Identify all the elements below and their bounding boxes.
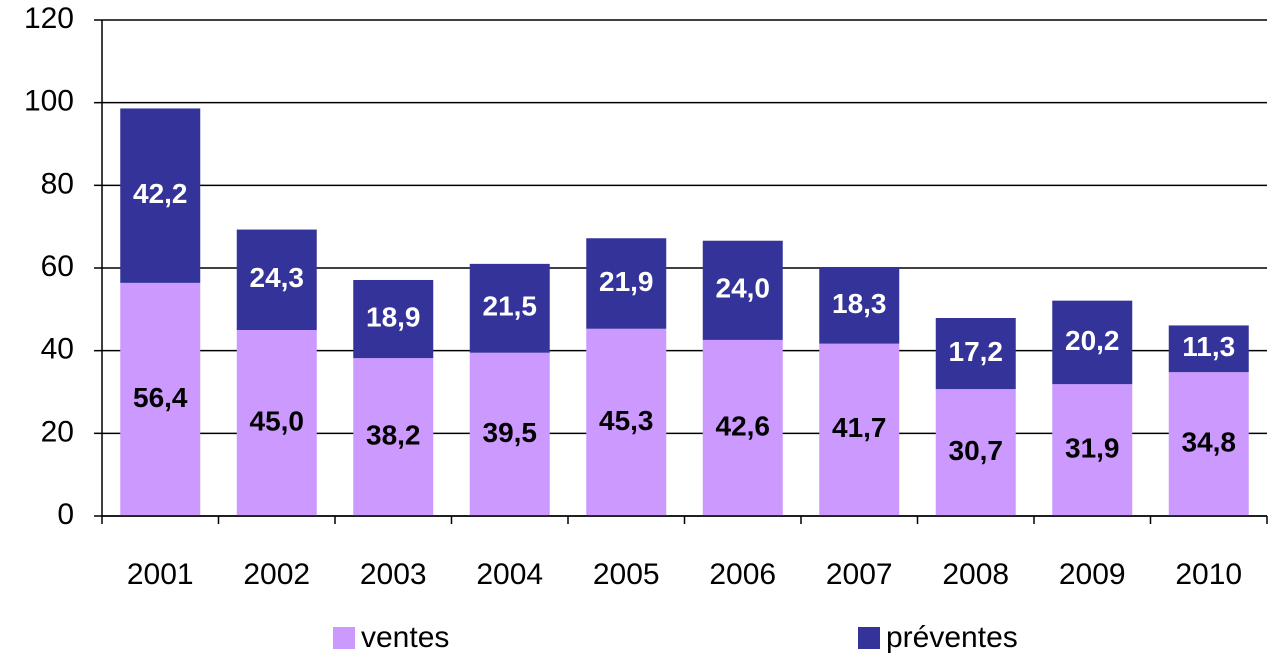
value-label: 45,0 <box>250 405 305 436</box>
y-tick-label: 20 <box>41 415 74 448</box>
y-tick-label: 120 <box>24 2 74 35</box>
value-label: 39,5 <box>483 417 538 448</box>
value-label: 11,3 <box>1182 331 1235 362</box>
value-label: 20,2 <box>1065 325 1120 356</box>
x-tick-label: 2001 <box>127 558 194 591</box>
value-label: 21,5 <box>483 291 538 322</box>
value-label: 17,2 <box>949 336 1004 367</box>
bar-segment <box>353 358 434 516</box>
bar-segment <box>819 343 900 516</box>
value-label: 31,9 <box>1065 432 1120 463</box>
y-tick-label: 80 <box>41 167 74 200</box>
bar-segment <box>1052 384 1133 516</box>
value-label: 21,9 <box>599 266 654 297</box>
bar-segment <box>236 229 317 330</box>
bar-segment <box>1052 300 1133 385</box>
bar-segment <box>1168 325 1249 373</box>
value-label: 38,2 <box>366 419 421 450</box>
y-tick-label: 40 <box>41 333 74 366</box>
y-tick-label: 100 <box>24 85 74 118</box>
x-tick-label: 2009 <box>1059 558 1126 591</box>
x-tick-label: 2005 <box>593 558 660 591</box>
y-tick-label: 60 <box>41 250 74 283</box>
bar-segment <box>353 279 434 359</box>
bar-segment <box>819 268 900 344</box>
bar-segment <box>469 352 550 516</box>
y-tick-label: 0 <box>57 498 74 531</box>
x-tick-label: 2006 <box>709 558 776 591</box>
value-label: 24,0 <box>716 273 771 304</box>
bar-segment <box>702 339 783 516</box>
bar-segment <box>1168 372 1249 516</box>
value-label: 18,9 <box>366 301 421 332</box>
value-label: 24,3 <box>250 262 305 293</box>
value-label: 30,7 <box>949 435 1004 466</box>
value-label: 41,7 <box>832 412 887 443</box>
legend-label: ventes <box>361 621 449 654</box>
legend-swatch <box>858 627 880 649</box>
bar-segment <box>120 108 201 283</box>
value-label: 42,6 <box>716 410 771 441</box>
bar-segment <box>935 389 1016 516</box>
x-tick-label: 2002 <box>243 558 310 591</box>
legend-swatch <box>333 627 355 649</box>
value-label: 34,8 <box>1182 426 1237 457</box>
value-label: 56,4 <box>133 382 188 413</box>
bar-segment <box>702 240 783 340</box>
bar-segment <box>935 318 1016 390</box>
value-label: 45,3 <box>599 405 654 436</box>
bar-segment <box>586 238 667 329</box>
x-tick-label: 2007 <box>826 558 893 591</box>
value-label: 42,2 <box>133 178 188 209</box>
bar-segment <box>120 282 201 516</box>
legend-label: préventes <box>886 621 1018 654</box>
bar-segment <box>469 263 550 353</box>
value-label: 18,3 <box>832 288 887 319</box>
x-tick-label: 2010 <box>1175 558 1242 591</box>
x-tick-label: 2004 <box>476 558 543 591</box>
x-tick-label: 2008 <box>942 558 1009 591</box>
x-tick-label: 2003 <box>360 558 427 591</box>
bar-segment <box>586 328 667 516</box>
bar-segment <box>236 330 317 516</box>
